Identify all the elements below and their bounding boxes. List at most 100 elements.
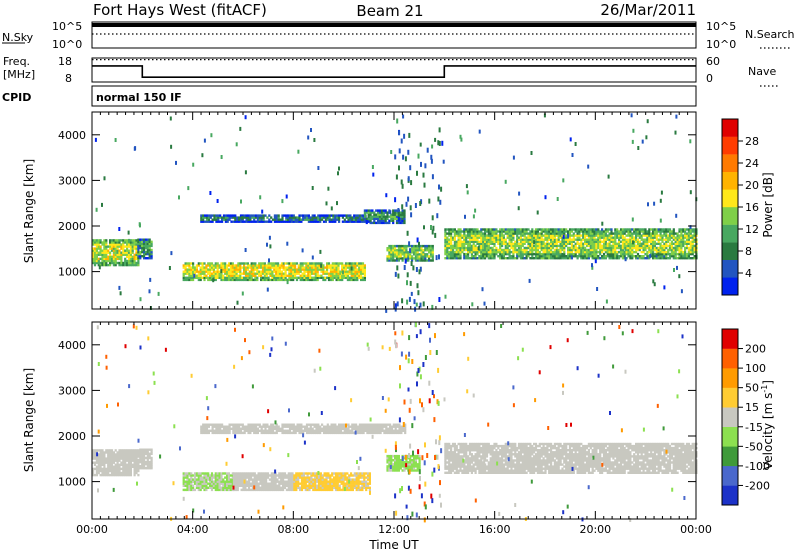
echo-cell (648, 246, 651, 250)
echo-cell (682, 244, 685, 248)
echo-cell (678, 257, 681, 260)
echo-cell (450, 238, 453, 241)
echo-cell (546, 246, 549, 250)
echo-cell (224, 480, 227, 483)
echo-cell (602, 236, 606, 239)
echo-cell (356, 272, 359, 275)
echo-cell (333, 274, 336, 277)
echo-cell (551, 240, 555, 243)
echo-cell (474, 230, 477, 233)
echo-cell (331, 262, 334, 265)
echo-cell (107, 455, 110, 458)
echo-cell (129, 451, 132, 454)
echo-cell (612, 250, 615, 254)
echo-cell (133, 455, 136, 458)
echo-cell (465, 242, 468, 245)
echo-cell (290, 272, 293, 275)
echo-cell (417, 290, 420, 296)
echo-cell (120, 261, 123, 265)
echo-cell (589, 252, 592, 256)
echo-cell (349, 218, 352, 221)
echo-cell (290, 218, 293, 221)
echo-cell (348, 270, 351, 273)
echo-cell (348, 262, 351, 265)
echo-cell (336, 218, 339, 221)
echo-cell (295, 476, 298, 479)
echo-cell (408, 296, 411, 302)
echo-cell (133, 263, 136, 267)
echo-cell (303, 270, 306, 273)
echo-cell (420, 161, 422, 167)
echo-cell (126, 459, 129, 462)
echo-cell (642, 242, 645, 245)
echo-cell (285, 482, 288, 485)
echo-cell (331, 480, 334, 483)
echo-cell (209, 482, 212, 485)
echo-cell (424, 247, 427, 250)
echo-cell (667, 236, 670, 239)
echo-cell (680, 289, 683, 294)
echo-cell (684, 246, 687, 250)
echo-cell (653, 257, 656, 260)
echo-cell (451, 257, 455, 260)
echo-cell (265, 474, 268, 477)
echo-cell (135, 469, 138, 473)
echo-cell (278, 276, 282, 279)
echo-cell (587, 238, 590, 241)
echo-cell (685, 240, 689, 243)
echo-cell (470, 250, 473, 254)
echo-cell (407, 196, 410, 202)
echo-cell (135, 257, 138, 261)
echo-cell (295, 276, 299, 279)
echo-cell (638, 255, 641, 258)
echo-cell (137, 255, 140, 258)
echo-cell (633, 228, 636, 231)
echo-cell (661, 230, 664, 233)
echo-cell (527, 246, 530, 250)
echo-cell (480, 238, 483, 241)
echo-cell (629, 228, 632, 231)
echo-cell (127, 249, 131, 252)
echo-cell (141, 458, 144, 462)
echo-cell (510, 246, 513, 250)
echo-cell (670, 250, 673, 254)
echo-cell (621, 242, 624, 245)
echo-cell (216, 274, 219, 277)
echo-cell (489, 236, 492, 239)
echo-cell (416, 259, 419, 262)
echo-cell (553, 236, 556, 239)
echo-cell (684, 250, 687, 254)
echo-cell (143, 454, 146, 458)
echo-cell (285, 216, 288, 219)
echo-cell (675, 114, 678, 119)
echo-cell (610, 238, 613, 241)
echo-cell (482, 240, 485, 243)
cpid-panel: CPID normal 150 IF (2, 85, 697, 107)
echo-cell (203, 478, 206, 481)
echo-cell (386, 257, 389, 260)
echo-cell (587, 242, 590, 245)
echo-cell (621, 236, 624, 239)
echo-cell (604, 230, 607, 233)
echo-cell (478, 230, 481, 233)
echo-cell (114, 463, 117, 466)
echo-cell (236, 480, 239, 483)
echo-cell (397, 257, 400, 260)
echo-cell (373, 215, 376, 218)
echo-cell (314, 472, 317, 475)
echo-cell (93, 247, 97, 250)
echo-cell (135, 461, 138, 464)
echo-cell (687, 232, 690, 235)
echo-cell (485, 242, 489, 245)
echo-cell (678, 240, 681, 243)
echo-cell (116, 473, 119, 477)
echo-cell (344, 272, 348, 275)
echo-cell (277, 266, 280, 269)
echo-cell (426, 147, 429, 153)
echo-cell (193, 488, 197, 492)
echo-cell (312, 486, 315, 489)
echo-cell (340, 480, 343, 483)
echo-cell (95, 469, 98, 473)
nsky-tick-bottom: 10^0 (52, 38, 82, 51)
echo-cell (263, 264, 266, 267)
